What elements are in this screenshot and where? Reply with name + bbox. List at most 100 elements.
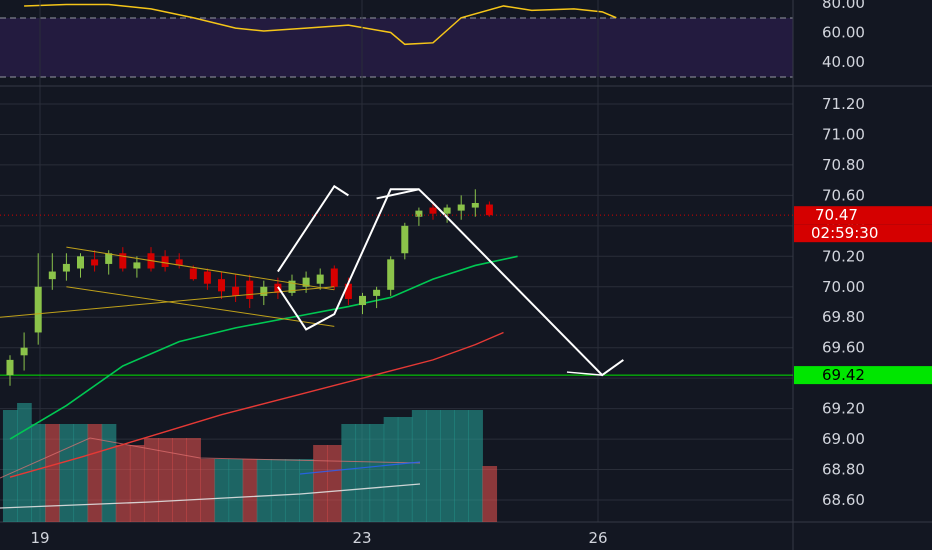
rsi-band xyxy=(0,18,793,77)
volume-bar xyxy=(355,424,371,522)
candle-body xyxy=(62,263,70,272)
projection-leg-down xyxy=(376,188,624,377)
volume-bar xyxy=(228,459,244,522)
price-tick-label: 69.20 xyxy=(822,400,865,418)
level-label: 69.42 xyxy=(822,366,865,384)
candle-body xyxy=(232,286,240,296)
time-axis[interactable]: 19 23 26 xyxy=(30,529,607,547)
volume-bar xyxy=(172,438,187,522)
candle-body xyxy=(48,271,56,280)
candle-body xyxy=(429,207,437,214)
rsi-tick-label: 80.00 xyxy=(822,0,865,12)
volume-bar xyxy=(200,459,216,522)
candle-body xyxy=(359,295,366,306)
candle-body xyxy=(471,203,479,208)
volume-bar xyxy=(411,410,427,522)
volume-bar xyxy=(468,410,483,522)
current-price-badge xyxy=(794,206,932,225)
candle-body xyxy=(401,225,409,254)
volume-ma-red xyxy=(0,437,421,479)
volume-bar xyxy=(59,424,75,522)
volume-ma-blue xyxy=(299,461,421,475)
volume-bar xyxy=(454,410,469,522)
candle-body xyxy=(344,283,352,299)
candle-body xyxy=(288,280,296,293)
candle-body xyxy=(316,274,324,284)
current-price-label: 70.47 xyxy=(815,206,858,224)
projection-leg-up1 xyxy=(277,184,349,273)
volume-bar xyxy=(482,466,498,522)
rsi-tick-label: 40.00 xyxy=(822,53,865,71)
candle-body xyxy=(34,286,42,333)
candle-body xyxy=(485,204,493,216)
volume-bar xyxy=(73,424,89,522)
rsi-line xyxy=(24,3,617,46)
triangle-upper-line xyxy=(66,246,335,291)
volume-bars xyxy=(0,403,498,522)
price-tick-label: 71.20 xyxy=(822,95,865,113)
price-axis[interactable]: 71.2071.0070.8070.6070.4070.2070.0069.80… xyxy=(0,0,932,509)
volume-bar xyxy=(87,424,103,522)
candle-body xyxy=(218,279,225,292)
candle-body xyxy=(203,271,211,284)
projection-leg-up2 xyxy=(277,188,419,331)
volume-bar xyxy=(17,403,32,522)
ma-red-line xyxy=(9,331,504,478)
rsi-tick-label: 60.00 xyxy=(822,24,865,42)
price-tick-label: 71.00 xyxy=(822,125,865,143)
price-tick-label: 68.80 xyxy=(822,461,865,479)
volume-bar xyxy=(383,417,399,522)
volume-bar xyxy=(327,445,342,522)
time-tick-label: 19 xyxy=(30,529,49,547)
time-tick-label: 23 xyxy=(352,529,371,547)
countdown-badge xyxy=(794,224,932,243)
price-tick-label: 70.60 xyxy=(822,186,865,204)
volume-bar xyxy=(115,445,131,522)
candle-body xyxy=(302,277,310,287)
price-tick-label: 69.80 xyxy=(822,308,865,326)
volume-bar xyxy=(369,424,385,522)
candle-body xyxy=(91,259,99,266)
volume-bar xyxy=(299,459,314,522)
price-tick-label: 70.00 xyxy=(822,278,865,296)
volume-bar xyxy=(2,410,18,522)
volume-bar xyxy=(397,417,413,522)
volume-bar xyxy=(425,410,441,522)
volume-bar xyxy=(341,424,357,522)
candle-body xyxy=(189,268,197,280)
time-tick-label: 26 xyxy=(588,529,607,547)
triangle-lower-line xyxy=(66,286,335,327)
candle-body xyxy=(373,289,381,296)
candle-body xyxy=(457,204,465,211)
volume-bar xyxy=(284,459,300,522)
candle-body xyxy=(260,286,268,296)
moving-averages xyxy=(9,255,518,478)
drawings[interactable] xyxy=(0,184,624,377)
rsi-pane xyxy=(0,3,793,78)
candle-body xyxy=(387,259,395,290)
candle-body xyxy=(105,253,113,264)
candle-body xyxy=(175,259,183,266)
price-tick-label: 70.80 xyxy=(822,156,865,174)
candle-body xyxy=(443,207,451,214)
ma-green-line xyxy=(9,255,518,440)
price-tick-label: 69.60 xyxy=(822,339,865,357)
price-tick-label: 70.20 xyxy=(822,247,865,265)
candle-body xyxy=(415,210,423,217)
volume-bar xyxy=(214,459,230,522)
volume-bar xyxy=(440,410,455,522)
volume-bar xyxy=(143,438,159,522)
volume-bar xyxy=(256,459,272,522)
volume-bar xyxy=(270,459,286,522)
projection-target-mark xyxy=(566,371,603,376)
volume-bar xyxy=(242,459,258,522)
volume-bar xyxy=(129,445,145,522)
volume-bar xyxy=(313,445,328,522)
candle-body xyxy=(77,256,84,269)
level-badge xyxy=(794,366,932,385)
volume-bar xyxy=(45,424,60,522)
triangle-base-line xyxy=(0,286,335,318)
countdown-label: 02:59:30 xyxy=(811,224,878,242)
candle-body xyxy=(6,359,14,376)
